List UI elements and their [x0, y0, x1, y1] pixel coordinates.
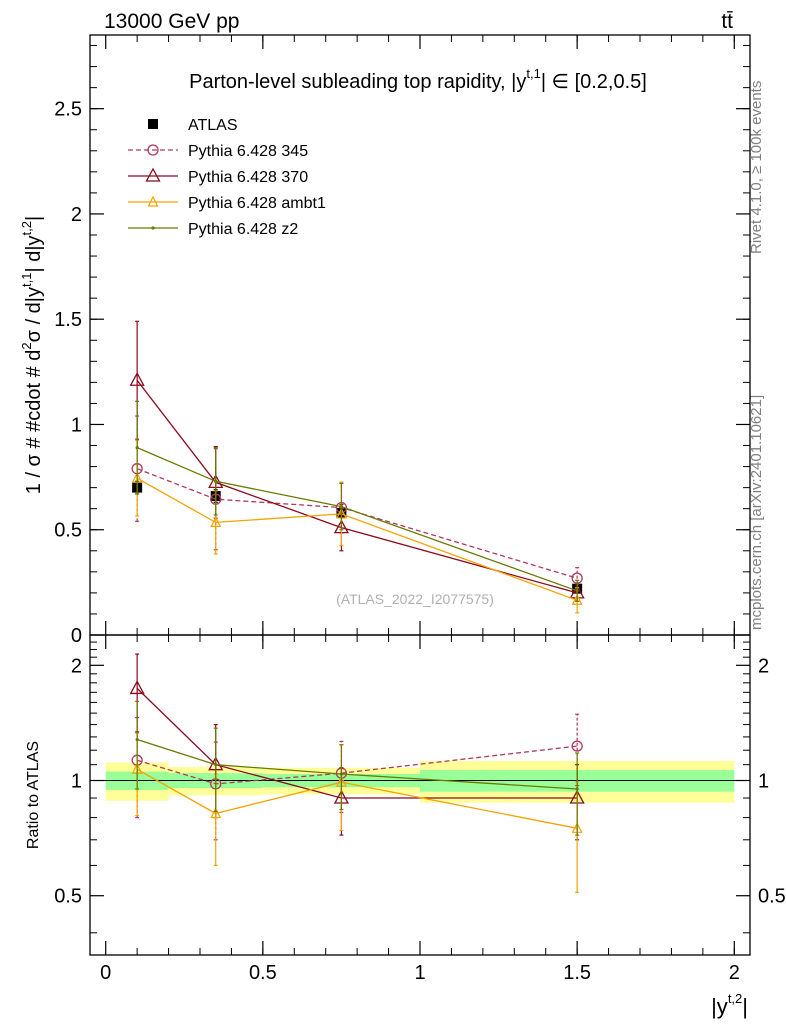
ratio-ytick-label-1: 1 [71, 771, 82, 793]
legend-marker-atlas [148, 119, 158, 129]
ratio-point-z2-2 [339, 772, 344, 776]
ratio-xlabel-sup: t,2 [728, 991, 742, 1006]
main-title-tail: | ∈ [0.2,0.5] [541, 71, 647, 93]
main-line-ambt1 [136, 477, 578, 601]
ratio-xlabel-tail: | [742, 994, 748, 1019]
main-line-z2 [136, 447, 578, 592]
main-title-sup: t,1 [526, 66, 540, 81]
legend-label-p370: Pythia 6.428 370 [188, 169, 308, 186]
ratio-ytick-label-2: 2 [71, 655, 82, 677]
main-point-z2-3 [575, 589, 579, 593]
ratio-ylabel: Ratio to ATLAS [25, 741, 42, 849]
ratio-line-p345 [136, 745, 578, 785]
main-line-p370 [136, 379, 578, 594]
legend-label-p345: Pythia 6.428 345 [188, 143, 308, 160]
ratio-line-p370 [136, 687, 578, 799]
main-series [129, 320, 585, 614]
legend-label-z2: Pythia 6.428 z2 [188, 221, 298, 238]
main-ylabel-text: 1 / σ # #cdot # d [23, 350, 45, 495]
main-point-z2-1 [214, 479, 218, 483]
ratio-xlabel-text: |y [711, 994, 728, 1019]
main-ylabel-mid2: | d|y [23, 235, 45, 272]
energy-label: 13000 GeV pp [104, 10, 239, 33]
ratio-xlabel: |yt,2| [711, 991, 748, 1019]
main-ylabel-sup-t1: t,1 [19, 273, 34, 287]
ratio-panel: 0.5 0.5 1 1 2 2 0 0.5 1 1.5 2 Ratio to ATLAS |yt,2… [25, 634, 786, 1019]
ratio-point-p345-3 [571, 740, 583, 752]
ratio-point-ambt1-1 [210, 807, 222, 819]
main-ylabel-end: | [23, 216, 45, 221]
main-ytick-label-3: 1.5 [54, 309, 82, 331]
ratio-ytick-label-right-1: 1 [758, 771, 769, 793]
legend-marker-p345 [147, 144, 159, 156]
legend: ATLAS Pythia 6.428 345 Pythia 6.428 370 Pyt… [128, 117, 326, 238]
main-point-p370-0 [129, 371, 145, 386]
ratio-line-ambt1 [136, 768, 578, 829]
legend-marker-p370 [145, 167, 161, 182]
main-point-ambt1-3 [571, 593, 583, 605]
ratio-point-z2-0 [135, 737, 139, 742]
main-watermark: (ATLAS_2022_I2077575) [336, 591, 494, 607]
legend-label-atlas: ATLAS [188, 117, 238, 134]
legend-label-ambt1: Pythia 6.428 ambt1 [188, 195, 326, 212]
main-point-z2-2 [339, 504, 344, 509]
ratio-point-z2-1 [214, 763, 218, 767]
ratio-xtick-label-1: 0.5 [249, 962, 277, 984]
ratio-ytick-label-0: 0.5 [54, 886, 82, 908]
ratio-line-z2 [136, 738, 578, 790]
main-ytick-label-5: 2.5 [54, 99, 82, 121]
main-panel: 0 0.5 1 1.5 2 2.5 (ATLAS_2022_I2077575) Parto… [19, 34, 751, 647]
main-title: Parton-level subleading top rapidity, |y… [189, 66, 647, 93]
main-ytick-label-1: 0.5 [54, 520, 82, 542]
legend-marker-z2 [151, 226, 155, 230]
main-ylabel: 1 / σ # #cdot # d2σ / d|yt,1| d|yt,2| [19, 216, 45, 494]
main-ylabel-sup-t2: t,2 [19, 221, 34, 235]
main-ytick-label-2: 1 [71, 414, 82, 436]
main-ylabel-mid: σ / d|y [23, 287, 45, 342]
ratio-xtick-label-2: 1 [414, 962, 425, 984]
ratio-point-p370-0 [129, 680, 145, 695]
main-ylabel-sup-2: 2 [19, 342, 34, 349]
ratio-series [129, 653, 585, 894]
main-point-z2-0 [135, 446, 139, 450]
main-ytick-label-4: 2 [71, 204, 82, 226]
process-label: tt̄ [721, 10, 733, 33]
ratio-xtick-label-0: 0 [100, 962, 111, 984]
main-ytick-label-0: 0 [71, 625, 82, 647]
source-label: mcplots.cern.ch [arXiv:2401.10621] [748, 395, 765, 630]
ratio-xtick-label-4: 2 [729, 962, 740, 984]
main-title-text: Parton-level subleading top rapidity, |y [189, 71, 526, 93]
rivet-label: Rivet 4.1.0, ≥ 100k events [748, 81, 765, 254]
ratio-xtick-label-3: 1.5 [563, 962, 591, 984]
ratio-ytick-label-right-2: 2 [758, 655, 769, 677]
ratio-point-z2-3 [575, 787, 579, 791]
main-line-p345 [136, 468, 578, 579]
main-point-ambt1-1 [210, 516, 222, 527]
main-axis-ticks: 0 0.5 1 1.5 2 2.5 [54, 35, 750, 647]
ratio-axis-ticks: 0.5 0.5 1 1 2 2 0 0.5 1 1.5 2 [54, 635, 786, 984]
ratio-bands [90, 760, 750, 803]
legend-marker-ambt1 [147, 195, 159, 207]
ratio-ytick-label-right-0: 0.5 [758, 886, 786, 908]
